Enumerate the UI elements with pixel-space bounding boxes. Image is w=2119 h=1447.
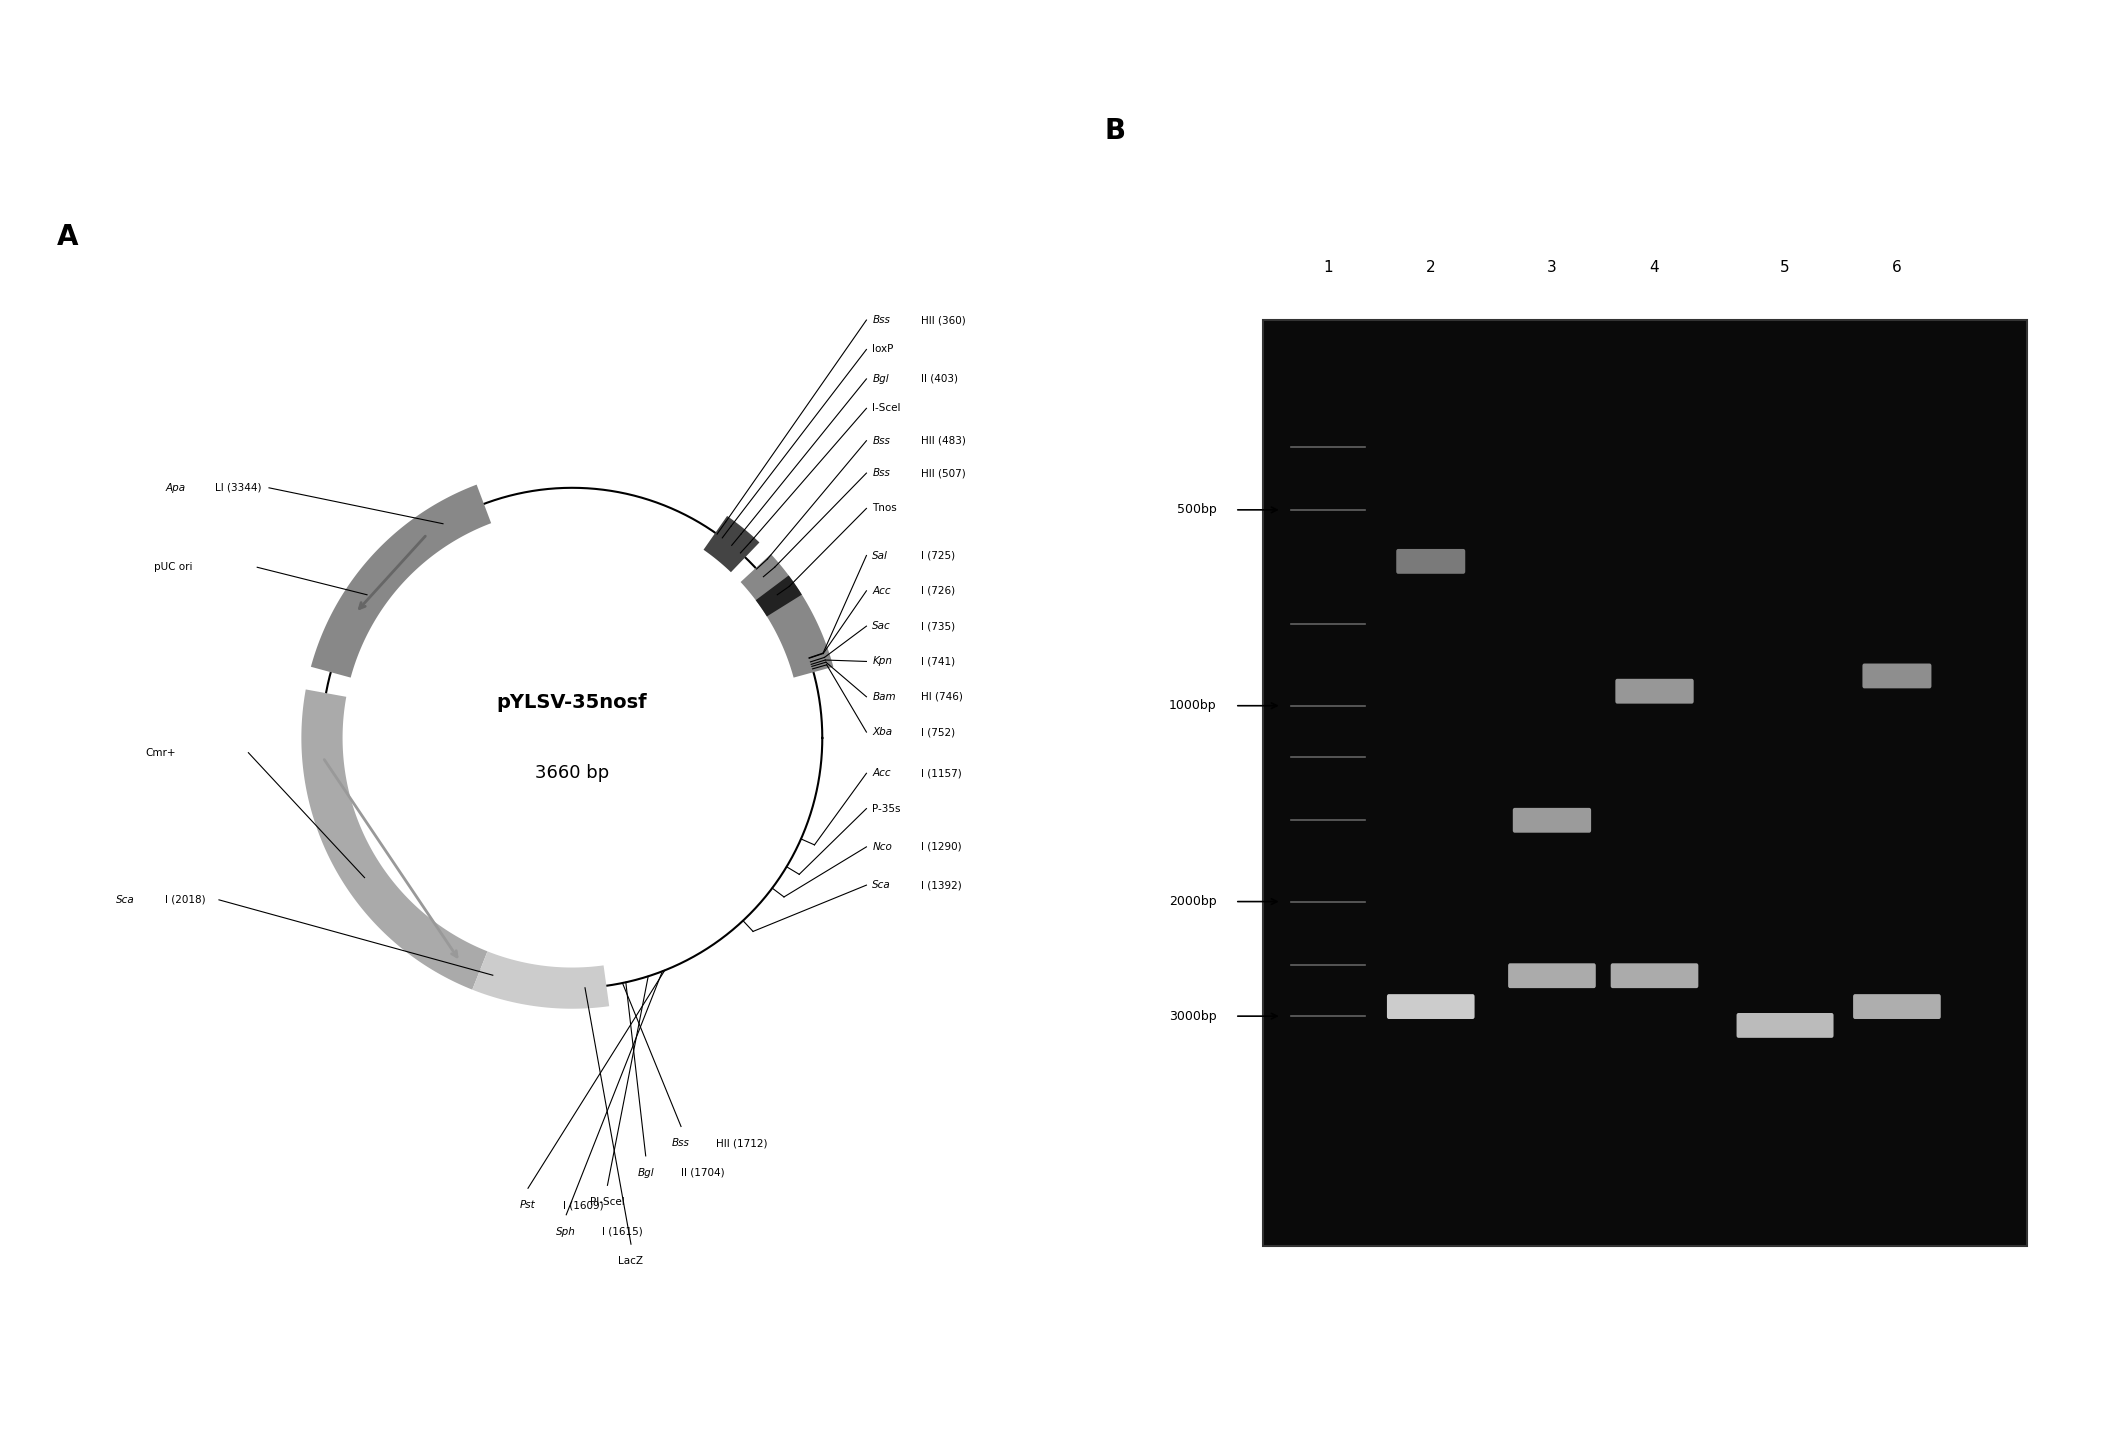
Text: 6: 6: [1892, 260, 1903, 275]
Polygon shape: [742, 554, 833, 677]
Text: Acc: Acc: [873, 586, 890, 596]
FancyBboxPatch shape: [1388, 994, 1475, 1019]
Text: I (725): I (725): [922, 550, 956, 560]
FancyBboxPatch shape: [1863, 664, 1930, 689]
Text: Sac: Sac: [873, 621, 892, 631]
Text: PI-SceI: PI-SceI: [589, 1197, 625, 1207]
Text: Bss: Bss: [873, 467, 890, 478]
Text: I (735): I (735): [922, 621, 956, 631]
Text: 3: 3: [1547, 260, 1557, 275]
Text: Tnos: Tnos: [873, 504, 896, 514]
FancyBboxPatch shape: [1854, 994, 1941, 1019]
Text: II (403): II (403): [922, 373, 958, 383]
FancyBboxPatch shape: [1610, 964, 1697, 988]
Text: I (726): I (726): [922, 586, 956, 596]
Text: I (2018): I (2018): [165, 894, 206, 904]
Polygon shape: [756, 576, 801, 616]
Text: Acc: Acc: [873, 768, 890, 778]
Text: HII (483): HII (483): [922, 436, 966, 446]
Text: 3000bp: 3000bp: [1170, 1010, 1216, 1023]
Text: HI (746): HI (746): [922, 692, 962, 702]
Text: I (1615): I (1615): [602, 1227, 642, 1237]
Text: HII (360): HII (360): [922, 315, 966, 326]
Text: Bam: Bam: [873, 692, 896, 702]
FancyBboxPatch shape: [1263, 320, 2028, 1246]
Text: I-SceI: I-SceI: [873, 404, 901, 414]
Text: Sca: Sca: [873, 880, 892, 890]
FancyBboxPatch shape: [1396, 548, 1464, 574]
Text: Cmr+: Cmr+: [146, 748, 176, 758]
Text: Nco: Nco: [873, 842, 892, 852]
FancyBboxPatch shape: [1509, 964, 1596, 988]
Text: 5: 5: [1780, 260, 1791, 275]
FancyBboxPatch shape: [1513, 807, 1591, 832]
Text: pYLSV-35nosf: pYLSV-35nosf: [496, 693, 648, 712]
Text: loxP: loxP: [873, 344, 894, 355]
Polygon shape: [301, 689, 487, 990]
Text: I (1290): I (1290): [922, 842, 962, 852]
Text: I (752): I (752): [922, 726, 956, 737]
Polygon shape: [704, 517, 759, 572]
Text: I (1392): I (1392): [922, 880, 962, 890]
FancyBboxPatch shape: [1738, 1013, 1833, 1037]
Text: Bss: Bss: [873, 436, 890, 446]
Text: Pst: Pst: [519, 1200, 536, 1210]
Text: A: A: [57, 223, 78, 250]
Text: 2: 2: [1426, 260, 1435, 275]
Text: I (1609): I (1609): [564, 1200, 604, 1210]
Text: 1: 1: [1324, 260, 1333, 275]
Text: Sph: Sph: [557, 1227, 576, 1237]
Text: Bgl: Bgl: [873, 373, 890, 383]
Text: II (1704): II (1704): [680, 1168, 725, 1178]
Text: Sal: Sal: [873, 550, 888, 560]
Text: pUC ori: pUC ori: [155, 563, 193, 572]
Text: HII (1712): HII (1712): [716, 1139, 767, 1149]
Text: Kpn: Kpn: [873, 657, 892, 667]
Text: Bss: Bss: [672, 1139, 691, 1149]
Text: Apa: Apa: [165, 483, 186, 493]
Text: P-35s: P-35s: [873, 803, 901, 813]
Text: 500bp: 500bp: [1176, 504, 1216, 517]
Text: LI (3344): LI (3344): [214, 483, 261, 493]
Text: 1000bp: 1000bp: [1170, 699, 1216, 712]
FancyBboxPatch shape: [1615, 679, 1693, 703]
Text: HII (507): HII (507): [922, 467, 966, 478]
Text: Bss: Bss: [873, 315, 890, 326]
Text: Sca: Sca: [117, 894, 136, 904]
Text: I (741): I (741): [922, 657, 956, 667]
Text: LacZ: LacZ: [619, 1256, 644, 1266]
Polygon shape: [311, 485, 492, 677]
Text: Bgl: Bgl: [638, 1168, 655, 1178]
Polygon shape: [473, 951, 608, 1009]
Text: 4: 4: [1651, 260, 1659, 275]
Text: 3660 bp: 3660 bp: [534, 764, 610, 783]
Text: I (1157): I (1157): [922, 768, 962, 778]
Text: B: B: [1104, 117, 1125, 145]
Text: 2000bp: 2000bp: [1170, 896, 1216, 909]
Text: Xba: Xba: [873, 726, 892, 737]
